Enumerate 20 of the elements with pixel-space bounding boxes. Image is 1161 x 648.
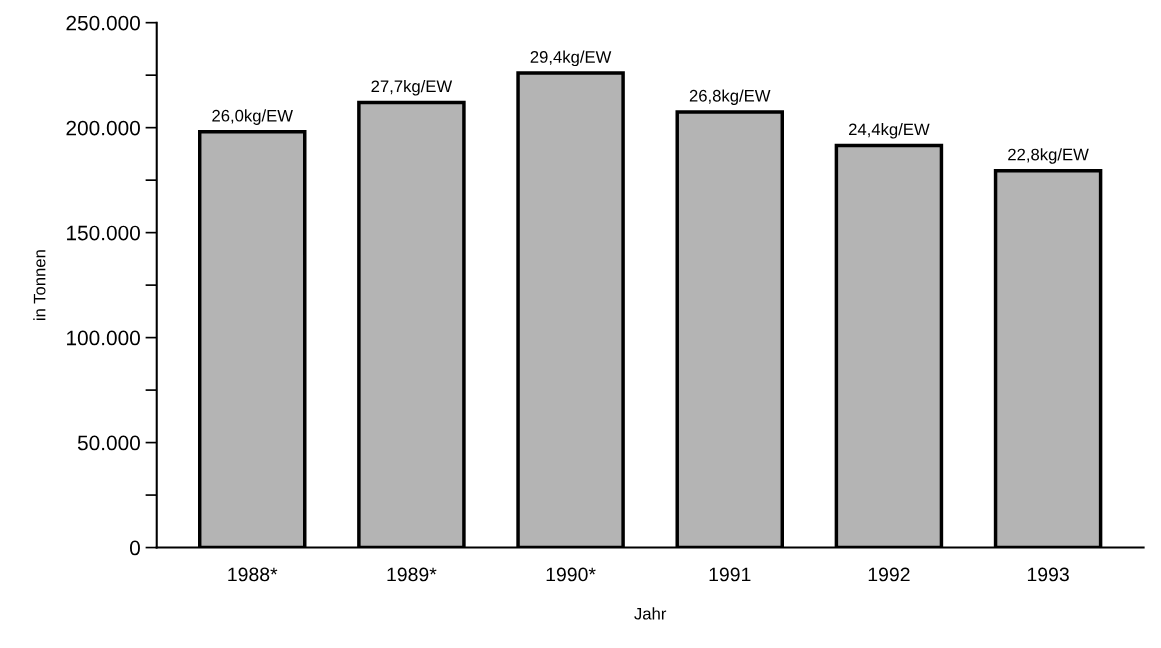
annotation: 26,0kg/EW (212, 109, 293, 125)
y-tick-label: 150.000 (67, 225, 140, 241)
y-tick-label: 50.000 (77, 435, 140, 451)
annotation: 22,8kg/EW (1008, 148, 1089, 164)
x-tick-label: 1988* (228, 567, 278, 582)
x-tick-label: 1993 (1027, 567, 1069, 582)
y-axis-title: in Tonnen (33, 250, 46, 320)
x-tick-label: 1992 (868, 567, 910, 582)
annotation: 29,4kg/EW (530, 50, 612, 67)
x-tick-label: 1991 (709, 567, 751, 582)
x-tick-label: 1990* (546, 567, 596, 582)
y-tick-label: 100.000 (67, 330, 140, 346)
annotation: 26,8kg/EW (689, 89, 771, 105)
y-tick-label: 250.000 (66, 15, 140, 31)
annotation: 24,4kg/EW (848, 123, 930, 139)
y-tick-label: 200.000 (66, 120, 140, 136)
annotation: 27,7kg/EW (371, 79, 453, 96)
y-tick-label: 0 (129, 540, 140, 556)
x-tick-label: 1989* (387, 567, 437, 582)
x-axis-title: Jahr (634, 607, 667, 620)
